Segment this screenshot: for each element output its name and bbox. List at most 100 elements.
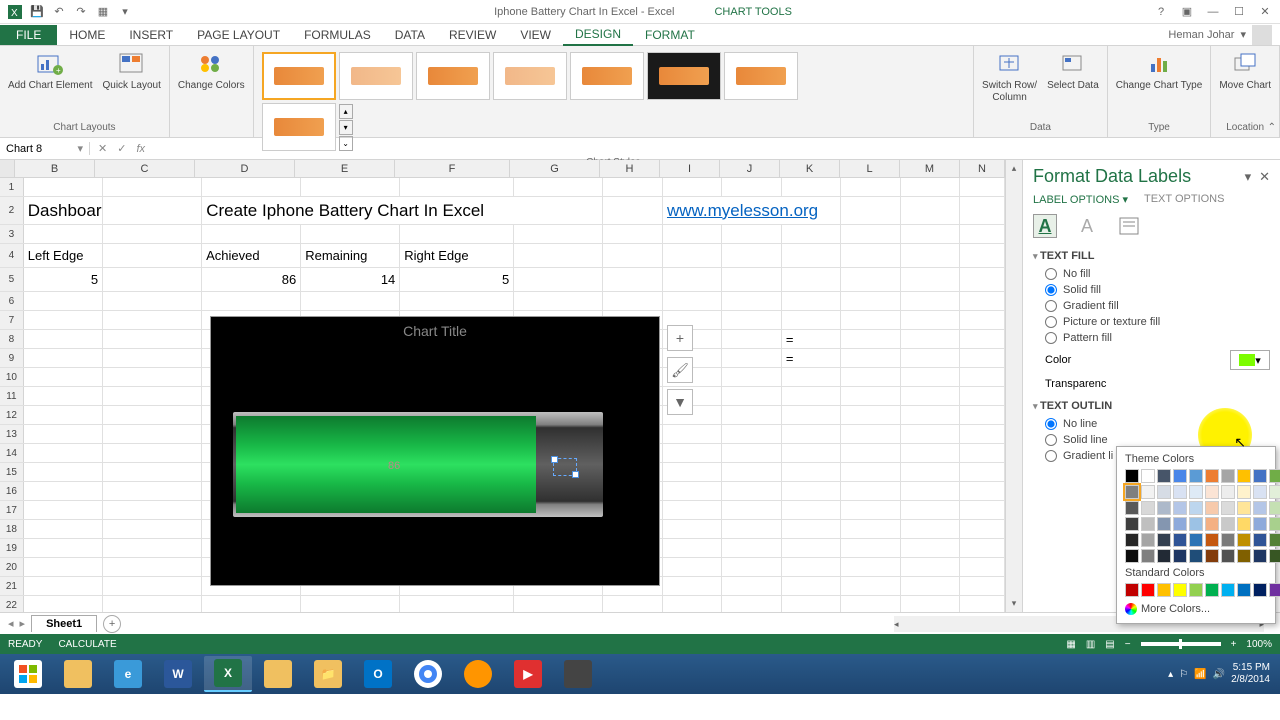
color-swatch[interactable]	[1253, 485, 1267, 499]
color-swatch[interactable]	[1205, 469, 1219, 483]
color-swatch[interactable]	[1269, 583, 1280, 597]
styles-up-icon[interactable]: ▴	[339, 104, 353, 119]
cell[interactable]	[722, 558, 781, 576]
chart-style-2[interactable]	[339, 52, 413, 100]
cell[interactable]	[514, 244, 603, 267]
chart-object[interactable]: Chart Title 86 + 🖌 ▼	[210, 316, 660, 586]
color-swatch[interactable]	[1157, 517, 1171, 531]
cell[interactable]	[841, 482, 900, 500]
start-button[interactable]	[4, 656, 52, 692]
maximize-icon[interactable]: ☐	[1232, 5, 1246, 19]
chart-style-1[interactable]	[262, 52, 336, 100]
cell[interactable]	[901, 311, 960, 329]
color-swatch[interactable]	[1237, 533, 1251, 547]
row-header-14[interactable]: 14	[0, 444, 24, 462]
cell[interactable]	[960, 539, 1005, 557]
cell[interactable]	[841, 539, 900, 557]
cell[interactable]	[960, 330, 1005, 348]
cell[interactable]	[901, 463, 960, 481]
cell[interactable]	[960, 349, 1005, 367]
cell[interactable]: 5	[24, 268, 103, 291]
cell[interactable]	[663, 225, 722, 243]
row-header-8[interactable]: 8	[0, 330, 24, 348]
no-line-radio[interactable]: No line	[1033, 416, 1270, 432]
row-header-16[interactable]: 16	[0, 482, 24, 500]
tray-volume-icon[interactable]: 🔊	[1213, 669, 1225, 680]
tab-data[interactable]: DATA	[383, 25, 437, 45]
cell[interactable]	[24, 292, 103, 310]
cell[interactable]	[841, 558, 900, 576]
close-icon[interactable]: ✕	[1258, 5, 1272, 19]
tray-up-icon[interactable]: ▴	[1168, 669, 1173, 680]
cell[interactable]	[960, 225, 1005, 243]
cell[interactable]	[901, 387, 960, 405]
taskbar-app-2[interactable]	[254, 656, 302, 692]
cell[interactable]	[722, 406, 781, 424]
color-swatch[interactable]	[1205, 517, 1219, 531]
collapse-ribbon-icon[interactable]: ⌃	[1268, 122, 1276, 133]
change-chart-type-button[interactable]: Change Chart Type	[1112, 48, 1207, 94]
cell[interactable]	[103, 463, 202, 481]
user-area[interactable]: Heman Johar ▾	[1168, 25, 1280, 45]
col-header-H[interactable]: H	[600, 160, 660, 177]
cell[interactable]: 14	[301, 268, 400, 291]
row-header-11[interactable]: 11	[0, 387, 24, 405]
scroll-down-icon[interactable]: ▾	[1006, 595, 1022, 612]
cell[interactable]	[24, 596, 103, 612]
cell[interactable]	[663, 501, 722, 519]
cell[interactable]	[301, 225, 400, 243]
undo-icon[interactable]: ↶	[52, 5, 66, 19]
cell[interactable]	[24, 225, 103, 243]
text-fill-outline-icon[interactable]: A	[1033, 214, 1057, 238]
sheet-nav-next-icon[interactable]: ▸	[20, 617, 26, 630]
cell[interactable]	[722, 501, 781, 519]
gradient-fill-radio[interactable]: Gradient fill	[1033, 298, 1270, 314]
cell[interactable]	[24, 558, 103, 576]
color-swatch[interactable]	[1237, 485, 1251, 499]
color-swatch[interactable]	[1221, 501, 1235, 515]
cell[interactable]	[960, 558, 1005, 576]
switch-row-column-button[interactable]: Switch Row/ Column	[978, 48, 1041, 106]
zoom-out-icon[interactable]: −	[1125, 639, 1131, 650]
cell[interactable]	[103, 268, 202, 291]
row-header-6[interactable]: 6	[0, 292, 24, 310]
qat-icon-2[interactable]: ▾	[118, 5, 132, 19]
cell[interactable]	[400, 292, 514, 310]
solid-fill-radio[interactable]: Solid fill	[1033, 282, 1270, 298]
col-header-E[interactable]: E	[295, 160, 395, 177]
ribbon-options-icon[interactable]: ▣	[1180, 5, 1194, 19]
cell[interactable]	[782, 539, 841, 557]
cell[interactable]	[901, 244, 960, 267]
zoom-in-icon[interactable]: +	[1231, 639, 1237, 650]
cell[interactable]	[103, 349, 202, 367]
cell[interactable]	[722, 292, 781, 310]
color-swatch[interactable]	[1237, 501, 1251, 515]
cell[interactable]	[901, 225, 960, 243]
cell[interactable]	[202, 178, 301, 196]
cell[interactable]	[722, 539, 781, 557]
cell[interactable]	[722, 268, 781, 291]
color-swatch[interactable]	[1205, 549, 1219, 563]
cell[interactable]	[722, 225, 781, 243]
color-swatch[interactable]	[1253, 501, 1267, 515]
tab-insert[interactable]: INSERT	[117, 25, 185, 45]
cell[interactable]	[24, 444, 103, 462]
row-header-13[interactable]: 13	[0, 425, 24, 443]
cell[interactable]	[202, 225, 301, 243]
view-layout-icon[interactable]: ▥	[1086, 639, 1095, 650]
cell[interactable]	[901, 406, 960, 424]
cell[interactable]: 86	[202, 268, 301, 291]
cell[interactable]: 5	[400, 268, 514, 291]
cell[interactable]	[103, 520, 202, 538]
color-swatch[interactable]	[1173, 583, 1187, 597]
zoom-level[interactable]: 100%	[1246, 639, 1272, 650]
hscroll-left-icon[interactable]: ◂	[894, 616, 899, 633]
cell[interactable]	[841, 520, 900, 538]
cell[interactable]	[103, 406, 202, 424]
cell[interactable]	[103, 197, 202, 224]
cell[interactable]	[103, 225, 202, 243]
cell[interactable]	[782, 520, 841, 538]
cell[interactable]	[663, 577, 722, 595]
tab-home[interactable]: HOME	[57, 25, 117, 45]
cell[interactable]	[960, 178, 1005, 196]
